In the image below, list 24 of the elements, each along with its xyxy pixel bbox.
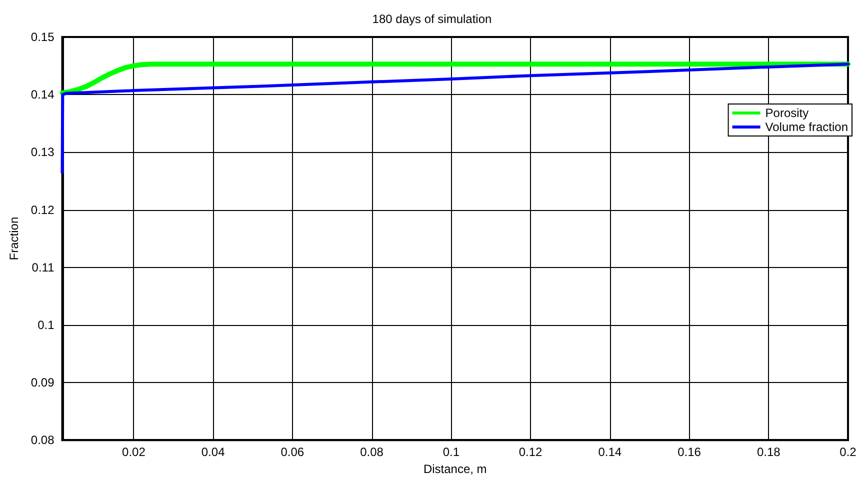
x-tick-label: 0.12 xyxy=(518,445,543,460)
x-tick-label: 0.16 xyxy=(678,445,702,460)
y-tick-label: 0.14 xyxy=(30,88,55,102)
line-series xyxy=(60,62,850,174)
x-tick-label: 0.06 xyxy=(280,445,304,460)
chart-title: 180 days of simulation xyxy=(372,12,492,26)
x-tick-label: 0.14 xyxy=(598,445,622,460)
x-tick-label: 0.18 xyxy=(756,445,781,460)
x-tick-label: 0.02 xyxy=(122,445,146,460)
x-tick-label: 0.1 xyxy=(442,445,460,460)
y-tick-label: 0.09 xyxy=(30,376,55,390)
x-axis-title: Distance, m xyxy=(423,462,487,476)
y-tick-label: 0.11 xyxy=(32,260,55,274)
y-tick-label: 0.15 xyxy=(30,30,55,44)
y-tick-label: 0.13 xyxy=(30,145,55,160)
x-tick-label: 0.2 xyxy=(840,445,857,460)
y-tick-label: 0.1 xyxy=(38,318,55,332)
y-tick-label: 0.08 xyxy=(30,433,55,448)
legend-label: Volume fraction xyxy=(765,120,848,134)
y-tick-label: 0.12 xyxy=(30,202,55,217)
y-axis-title: Fraction xyxy=(7,216,21,260)
legend-label: Porosity xyxy=(765,106,809,120)
x-tick-label: 0.08 xyxy=(360,445,384,460)
x-tick-label: 0.04 xyxy=(201,445,226,460)
